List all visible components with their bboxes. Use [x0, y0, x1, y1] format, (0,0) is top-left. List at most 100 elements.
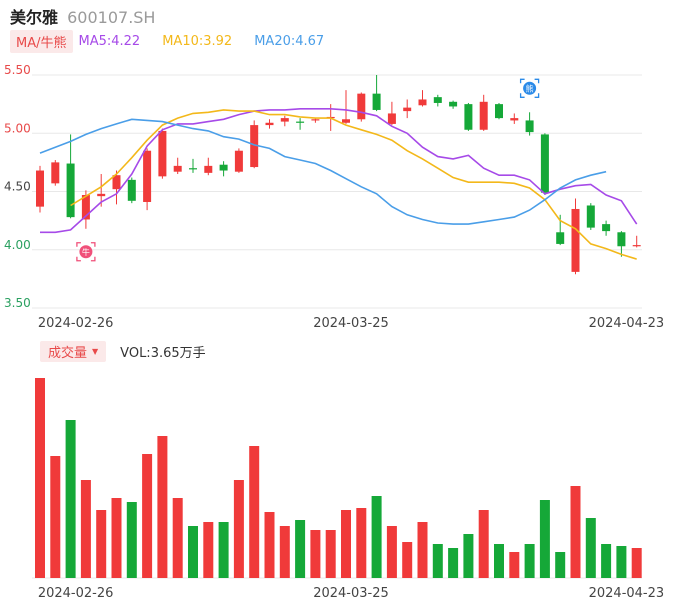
- bull-marker-frame: [76, 242, 96, 262]
- x-tick-label: 2024-02-26: [38, 316, 114, 331]
- x-axis-labels: 2024-02-26 2024-02-26 2024-03-25 2024-03-25…: [38, 316, 664, 601]
- bear-marker-frame: [519, 78, 540, 98]
- volume-bar: [386, 526, 397, 578]
- ma10-label: MA10:3.92: [162, 33, 233, 49]
- volume-bar: [310, 530, 321, 578]
- x-tick-label: 2024-03-25: [313, 316, 389, 331]
- volume-bar: [157, 436, 168, 578]
- candle-body: [143, 150, 152, 202]
- y-tick-label: 4.00: [4, 238, 31, 252]
- candle-body: [296, 121, 305, 123]
- volume-bar: [509, 552, 520, 578]
- volume-toggle-label: 成交量: [48, 345, 88, 361]
- candle-body: [433, 97, 442, 103]
- stock-header: 美尔雅 600107.SH: [10, 4, 156, 27]
- volume-bar: [616, 546, 627, 578]
- candle-body: [234, 150, 243, 172]
- volume-bar: [203, 522, 214, 578]
- bull-marker-dot: [79, 245, 93, 259]
- candle-body: [250, 125, 259, 168]
- x-tick-label: 2024-02-26: [38, 586, 114, 601]
- candle-body: [280, 118, 289, 122]
- ma20-line: [39, 118, 607, 225]
- candle-body: [51, 162, 60, 184]
- y-tick-label: 5.50: [4, 63, 31, 77]
- candle-body: [112, 175, 121, 190]
- candle-body: [387, 113, 396, 124]
- volume-bar: [264, 512, 275, 578]
- volume-bar: [96, 510, 107, 578]
- candle-body: [479, 101, 488, 130]
- volume-bar: [402, 542, 413, 578]
- candle-body: [36, 170, 44, 207]
- candle-body: [449, 101, 458, 107]
- stock-name: 美尔雅: [10, 8, 59, 27]
- volume-bar: [249, 446, 260, 578]
- volume-bar: [65, 420, 76, 578]
- volume-legend: 成交量 ▼ VOL:3.65万手: [40, 340, 206, 362]
- ma5-line: [40, 108, 638, 234]
- ma-legend: MA/牛熊 MA5:4.22 MA10:3.92 MA20:4.67: [10, 29, 346, 53]
- candle-body: [617, 232, 626, 247]
- candle-body: [97, 193, 106, 197]
- volume-bar: [539, 500, 550, 578]
- volume-toggle-button[interactable]: 成交量 ▼: [40, 340, 107, 362]
- volume-bar: [325, 530, 336, 578]
- candle-body: [342, 119, 350, 123]
- candle-body: [189, 168, 197, 170]
- volume-bar: [432, 544, 443, 578]
- candle-body: [66, 163, 75, 218]
- candle-body: [540, 134, 549, 193]
- ma20-label: MA20:4.67: [254, 33, 325, 49]
- volume-bar: [142, 454, 153, 578]
- candle-body: [204, 165, 213, 173]
- moving-average-lines: [39, 108, 638, 260]
- x-tick-label: 2024-03-25: [313, 586, 389, 601]
- volume-bar: [356, 508, 367, 578]
- volume-bar: [233, 480, 244, 578]
- candle-body: [556, 232, 565, 244]
- volume-bar: [279, 526, 290, 578]
- volume-bar: [80, 480, 91, 578]
- candle-body: [81, 194, 90, 220]
- bull-marker: 牛: [76, 242, 96, 262]
- candle-body: [495, 104, 503, 119]
- y-tick-label: 3.50: [4, 296, 31, 310]
- volume-bar: [111, 498, 122, 578]
- candle-body: [372, 93, 381, 110]
- volume-bar: [371, 496, 382, 578]
- x-tick-label: 2024-04-23: [589, 316, 665, 331]
- candle-body: [525, 120, 534, 133]
- candle-body: [158, 130, 167, 177]
- candle-body: [418, 99, 427, 106]
- volume-bars: [35, 378, 642, 578]
- volume-bar: [601, 544, 612, 578]
- volume-bar: [341, 510, 351, 578]
- y-tick-label: 4.50: [4, 180, 31, 194]
- candle-body: [510, 118, 519, 121]
- candle-body: [632, 245, 641, 247]
- volume-bar: [494, 544, 504, 578]
- volume-bar: [188, 526, 198, 578]
- candle-body: [265, 122, 274, 126]
- volume-bar: [50, 456, 61, 578]
- y-tick-label: 5.00: [4, 121, 31, 135]
- volume-readout: VOL:3.65万手: [120, 345, 206, 361]
- volume-bar: [35, 378, 45, 578]
- volume-bar: [218, 522, 229, 578]
- volume-bar: [631, 548, 642, 578]
- candle-body: [219, 164, 228, 171]
- caret-down-icon: ▼: [92, 346, 99, 356]
- candle-body: [602, 224, 611, 232]
- candle-body: [127, 179, 136, 201]
- bear-marker-dot: [523, 81, 537, 95]
- stock-code: 600107.SH: [67, 8, 156, 27]
- y-axis-labels: 5.50 5.00 4.50 4.00 3.50: [4, 63, 31, 310]
- candle-body: [311, 119, 320, 121]
- ma-toggle-button[interactable]: MA/牛熊: [10, 29, 73, 53]
- volume-bar: [448, 548, 459, 578]
- volume-bar: [524, 544, 535, 578]
- volume-bar: [172, 498, 183, 578]
- candle-body: [464, 104, 473, 130]
